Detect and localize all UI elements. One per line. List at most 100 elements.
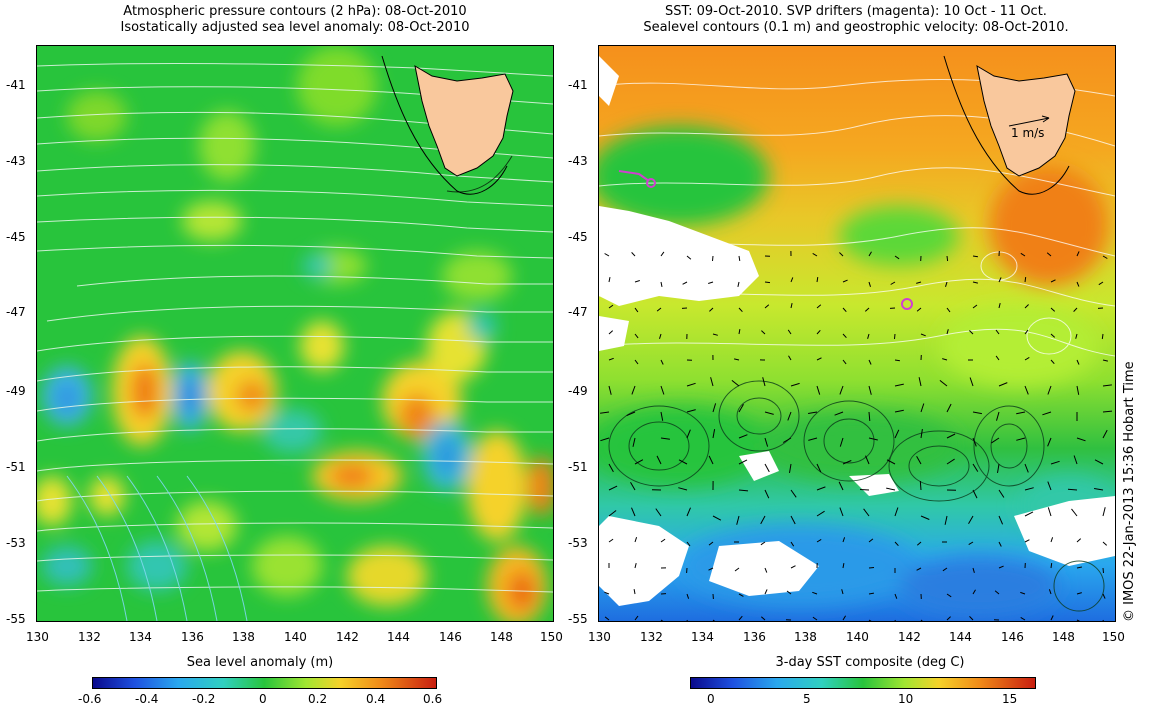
- velocity-arrow: [863, 508, 870, 517]
- velocity-arrow: [1102, 593, 1106, 599]
- velocity-arrow: [868, 281, 871, 287]
- right-lon-tick: 134: [691, 630, 714, 644]
- velocity-arrow: [734, 567, 740, 572]
- velocity-arrow: [660, 437, 670, 440]
- velocity-arrow: [972, 489, 978, 499]
- velocity-arrow: [886, 459, 896, 465]
- velocity-arrow: [868, 251, 872, 257]
- velocity-arrow: [868, 437, 878, 441]
- velocity-arrow: [995, 355, 1000, 361]
- velocity-arrow: [972, 567, 975, 573]
- velocity-arrow: [608, 485, 618, 491]
- sst-map: 1 m/s: [598, 45, 1116, 622]
- velocity-arrow: [997, 463, 1000, 473]
- left-lat-tick: -51: [6, 460, 26, 474]
- velocity-arrow: [634, 562, 637, 569]
- right-lat-tick: -41: [568, 78, 588, 92]
- left-colorbar-tick: -0.4: [135, 692, 159, 706]
- right-lon-tick: 140: [846, 630, 869, 644]
- velocity-arrow: [816, 538, 822, 543]
- velocity-arrow: [789, 463, 792, 473]
- velocity-arrow: [738, 307, 743, 313]
- velocity-arrow: [834, 411, 844, 416]
- velocity-arrow: [1050, 537, 1054, 543]
- velocity-arrow: [812, 591, 818, 595]
- sea-level-anomaly-map: [36, 45, 554, 622]
- velocity-arrow: [867, 333, 870, 339]
- velocity-arrow: [808, 411, 818, 414]
- velocity-arrow: [764, 589, 768, 595]
- left-lat-tick: -43: [6, 154, 26, 168]
- velocity-arrow: [790, 541, 795, 547]
- velocity-arrow: [682, 281, 688, 285]
- velocity-arrow: [1024, 463, 1029, 473]
- velocity-arrow: [790, 565, 796, 569]
- velocity-arrow: [762, 377, 766, 387]
- velocity-arrow: [996, 411, 1000, 421]
- velocity-arrow: [894, 409, 904, 413]
- velocity-arrow: [1102, 359, 1109, 362]
- velocity-arrow: [841, 589, 844, 595]
- velocity-arrow: [972, 589, 976, 595]
- velocity-arrow: [816, 329, 821, 335]
- velocity-arrow: [859, 489, 870, 491]
- right-lat-tick: -43: [568, 154, 588, 168]
- velocity-arrow: [632, 437, 636, 447]
- left-lat-tick: -45: [6, 230, 26, 244]
- velocity-arrow: [761, 330, 766, 335]
- velocity-arrow: [995, 329, 1000, 335]
- velocity-arrow: [839, 507, 844, 517]
- velocity-arrow: [608, 304, 614, 309]
- velocity-arrows: [600, 250, 1113, 621]
- left-colorbar-tick: 0.6: [423, 692, 443, 706]
- velocity-arrow: [998, 277, 1002, 283]
- velocity-scale-label: 1 m/s: [1011, 126, 1045, 140]
- velocity-arrow: [916, 567, 922, 571]
- velocity-arrow: [712, 333, 718, 336]
- left-lat-tick: -55: [6, 612, 26, 626]
- velocity-arrow: [816, 486, 826, 491]
- velocity-arrow: [894, 429, 900, 439]
- velocity-arrow: [942, 567, 948, 572]
- velocity-arrow: [972, 411, 982, 415]
- velocity-arrow: [760, 515, 766, 525]
- velocity-arrow: [686, 255, 692, 260]
- geostrophic-eddies: [608, 380, 1105, 612]
- velocity-arrow: [708, 541, 714, 546]
- sla-anomaly-field: [37, 46, 553, 621]
- velocity-arrow: [788, 355, 792, 361]
- velocity-arrow: [1050, 615, 1054, 621]
- velocity-arrow: [634, 359, 639, 365]
- velocity-arrow: [1024, 385, 1029, 395]
- tasmania-land-sst: [976, 65, 1076, 177]
- velocity-arrow: [712, 515, 722, 521]
- velocity-arrow: [712, 403, 717, 413]
- shelf-contour: [381, 55, 508, 195]
- velocity-arrow: [712, 255, 714, 262]
- velocity-arrow: [916, 455, 922, 465]
- velocity-arrow: [686, 619, 688, 621]
- sla-map-graphic: [37, 46, 553, 621]
- velocity-arrow: [660, 281, 663, 287]
- left-colorbar-tick: 0: [259, 692, 267, 706]
- velocity-arrow: [608, 510, 617, 517]
- velocity-arrow: [1050, 333, 1056, 338]
- velocity-arrow: [969, 330, 974, 335]
- velocity-arrow: [1102, 541, 1108, 546]
- velocity-arrow: [920, 619, 923, 621]
- sla-colorbar: [92, 677, 437, 689]
- right-lon-tick: 130: [588, 630, 611, 644]
- velocity-arrow: [1076, 538, 1082, 543]
- velocity-arrow: [946, 616, 951, 621]
- left-lat-tick: -49: [6, 384, 26, 398]
- right-lon-tick: 132: [640, 630, 663, 644]
- left-lon-tick: 132: [78, 630, 101, 644]
- velocity-arrow: [708, 455, 714, 465]
- velocity-arrow: [737, 281, 740, 288]
- velocity-arrow: [1076, 281, 1080, 287]
- right-lon-tick: 136: [743, 630, 766, 644]
- velocity-arrow: [660, 385, 665, 395]
- velocity-arrow: [600, 411, 610, 414]
- velocity-arrow: [868, 385, 872, 395]
- left-lon-tick: 138: [232, 630, 255, 644]
